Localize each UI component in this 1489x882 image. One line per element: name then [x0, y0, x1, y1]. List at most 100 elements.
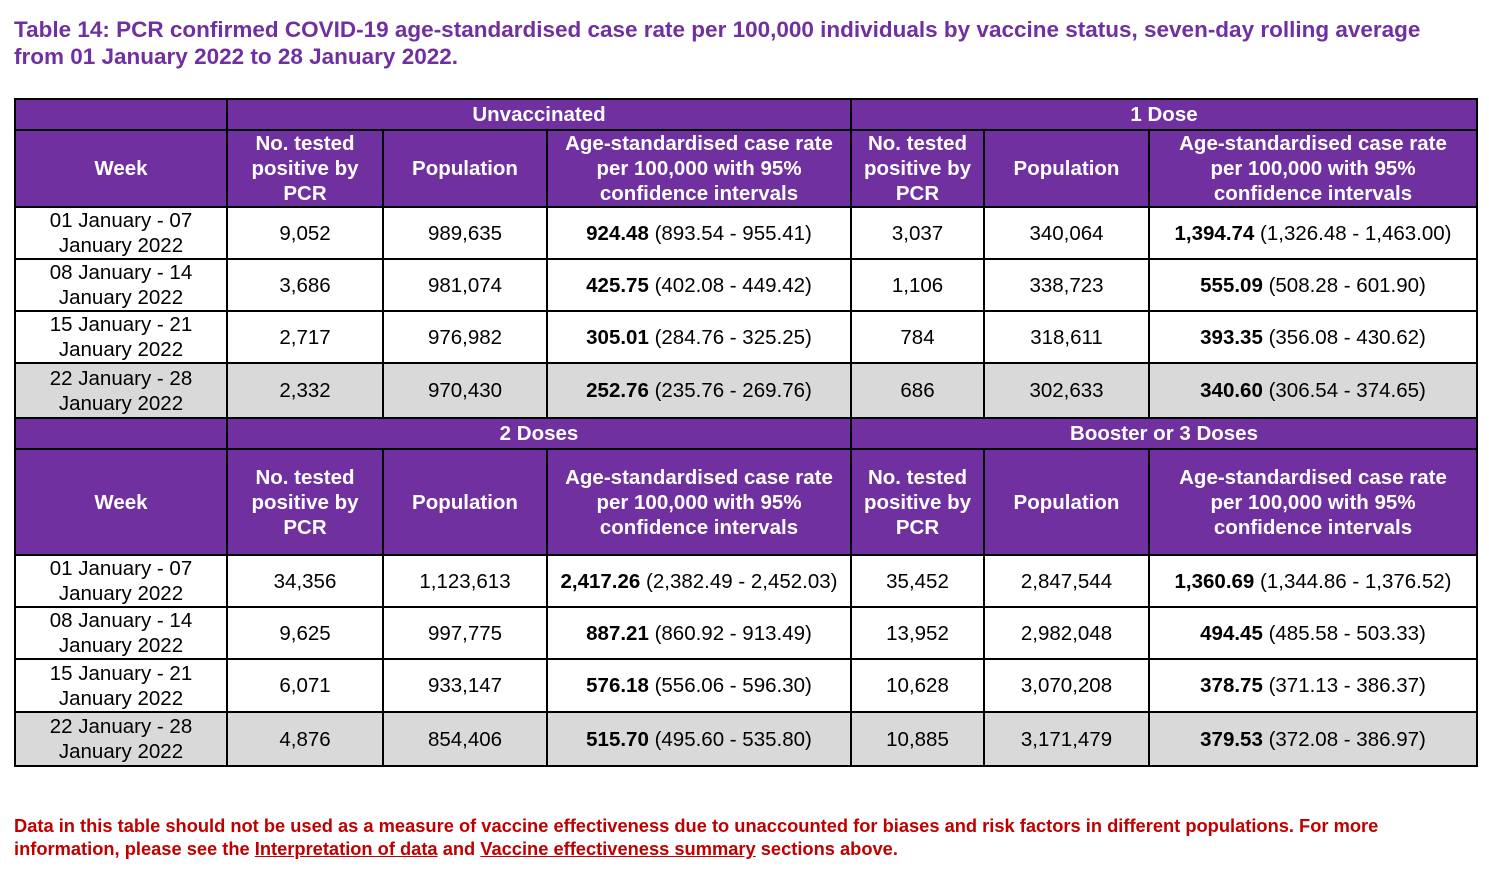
confidence-interval: (402.08 - 449.42)	[654, 273, 812, 297]
column-header-row: Week No. tested positive by PCR Population…	[14, 129, 1479, 208]
week-range-start: 22 January - 28	[49, 715, 193, 738]
week-header: Week	[14, 448, 228, 556]
group-header-left: 2 Doses	[226, 417, 852, 450]
tested-header: No. tested positive by PCR	[226, 129, 384, 208]
week-range-end: January 2022	[58, 582, 184, 605]
rate-value: 494.45	[1200, 621, 1263, 645]
rate-value: 1,394.74	[1174, 221, 1255, 245]
case-rate-cell: 305.01 (284.76 - 325.25)	[546, 310, 852, 364]
week-range-start: 01 January - 07	[49, 557, 193, 580]
table-row: 22 January - 28 January 2022 4,876 854,406 5…	[14, 711, 1479, 767]
population-cell: 2,982,048	[983, 606, 1150, 660]
case-rate-cell: 378.75 (371.13 - 386.37)	[1147, 658, 1479, 713]
week-range-start: 22 January - 28	[49, 366, 193, 390]
case-rate-cell: 576.18 (556.06 - 596.30)	[546, 658, 852, 713]
population-header: Population	[983, 129, 1150, 208]
rate-value: 1,360.69	[1174, 569, 1255, 593]
table-row: 15 January - 21 January 2022 2,717 976,982 3…	[14, 310, 1479, 364]
week-range-end: January 2022	[58, 740, 184, 763]
population-cell: 340,064	[983, 206, 1150, 260]
confidence-interval: (306.54 - 374.65)	[1268, 379, 1426, 402]
population-cell: 2,847,544	[983, 554, 1150, 608]
vaccine-effectiveness-summary-link[interactable]: Vaccine effectiveness summary	[480, 838, 756, 859]
week-range-start: 01 January - 07	[49, 209, 193, 232]
population-cell: 976,982	[382, 310, 548, 364]
tested-positive-cell: 3,037	[850, 206, 985, 260]
week-range-end: January 2022	[58, 286, 184, 309]
rate-value: 379.53	[1200, 727, 1263, 751]
rate-header: Age-standardised case rate per 100,000 w…	[1147, 448, 1479, 556]
confidence-interval: (893.54 - 955.41)	[654, 221, 812, 245]
group-header-empty	[14, 417, 228, 450]
tested-positive-cell: 6,071	[226, 658, 384, 713]
rate-value: 576.18	[586, 674, 649, 697]
column-header-row: Week No. tested positive by PCR Population…	[14, 448, 1479, 556]
rate-value: 340.60	[1200, 379, 1263, 402]
tested-positive-cell: 2,717	[226, 310, 384, 364]
population-cell: 989,635	[382, 206, 548, 260]
tested-positive-cell: 2,332	[226, 362, 384, 419]
tested-positive-cell: 9,625	[226, 606, 384, 660]
tested-positive-cell: 3,686	[226, 258, 384, 312]
confidence-interval: (485.58 - 503.33)	[1268, 621, 1426, 645]
table-row: 22 January - 28 January 2022 2,332 970,430 2…	[14, 362, 1479, 419]
table-row: 15 January - 21 January 2022 6,071 933,147 5…	[14, 658, 1479, 713]
population-cell: 3,171,479	[983, 711, 1150, 767]
case-rate-cell: 379.53 (372.08 - 386.97)	[1147, 711, 1479, 767]
week-cell: 01 January - 07 January 2022	[14, 206, 228, 260]
population-header: Population	[382, 129, 548, 208]
interpretation-of-data-link[interactable]: Interpretation of data	[254, 838, 438, 859]
week-cell: 08 January - 14 January 2022	[14, 258, 228, 312]
case-rate-cell: 2,417.26 (2,382.49 - 2,452.03)	[546, 554, 852, 608]
footnote-disclaimer: Data in this table should not be used as…	[14, 814, 1479, 860]
confidence-interval: (1,326.48 - 1,463.00)	[1260, 221, 1452, 245]
week-cell: 08 January - 14 January 2022	[14, 606, 228, 660]
tested-positive-cell: 9,052	[226, 206, 384, 260]
rate-value: 305.01	[586, 325, 649, 349]
confidence-interval: (372.08 - 386.97)	[1268, 727, 1426, 751]
tested-header: No. tested positive by PCR	[850, 448, 985, 556]
case-rate-cell: 425.75 (402.08 - 449.42)	[546, 258, 852, 312]
week-cell: 15 January - 21 January 2022	[14, 658, 228, 713]
population-cell: 318,611	[983, 310, 1150, 364]
confidence-interval: (508.28 - 601.90)	[1268, 273, 1426, 297]
confidence-interval: (495.60 - 535.80)	[654, 727, 812, 751]
population-header: Population	[382, 448, 548, 556]
case-rate-cell: 252.76 (235.76 - 269.76)	[546, 362, 852, 419]
case-rate-cell: 515.70 (495.60 - 535.80)	[546, 711, 852, 767]
confidence-interval: (1,344.86 - 1,376.52)	[1260, 569, 1452, 593]
table-row: 08 January - 14 January 2022 3,686 981,074 4…	[14, 258, 1479, 312]
tested-header: No. tested positive by PCR	[850, 129, 985, 208]
rate-value: 252.76	[586, 379, 649, 402]
group-header-empty	[14, 98, 228, 131]
case-rate-cell: 494.45 (485.58 - 503.33)	[1147, 606, 1479, 660]
week-header: Week	[14, 129, 228, 208]
tested-positive-cell: 10,885	[850, 711, 985, 767]
confidence-interval: (860.92 - 913.49)	[654, 621, 812, 645]
rate-value: 924.48	[586, 221, 649, 245]
population-cell: 302,633	[983, 362, 1150, 419]
tested-positive-cell: 686	[850, 362, 985, 419]
population-cell: 1,123,613	[382, 554, 548, 608]
week-range-start: 08 January - 14	[49, 261, 193, 284]
tested-positive-cell: 4,876	[226, 711, 384, 767]
tested-positive-cell: 13,952	[850, 606, 985, 660]
week-range-end: January 2022	[58, 686, 184, 710]
tested-positive-cell: 10,628	[850, 658, 985, 713]
tested-positive-cell: 1,106	[850, 258, 985, 312]
tested-positive-cell: 35,452	[850, 554, 985, 608]
population-cell: 970,430	[382, 362, 548, 419]
group-header-left: Unvaccinated	[226, 98, 852, 131]
case-rate-cell: 555.09 (508.28 - 601.90)	[1147, 258, 1479, 312]
week-range-end: January 2022	[58, 634, 184, 657]
rate-header: Age-standardised case rate per 100,000 w…	[1147, 129, 1479, 208]
confidence-interval: (556.06 - 596.30)	[654, 674, 812, 697]
case-rate-cell: 1,360.69 (1,344.86 - 1,376.52)	[1147, 554, 1479, 608]
case-rate-table: Unvaccinated 1 Dose Week No. tested positiv…	[14, 98, 1479, 767]
group-header-row: 2 Doses Booster or 3 Doses	[14, 417, 1479, 450]
population-cell: 338,723	[983, 258, 1150, 312]
population-cell: 981,074	[382, 258, 548, 312]
confidence-interval: (371.13 - 386.37)	[1268, 674, 1426, 697]
rate-header: Age-standardised case rate per 100,000 w…	[546, 129, 852, 208]
confidence-interval: (2,382.49 - 2,452.03)	[646, 569, 838, 593]
